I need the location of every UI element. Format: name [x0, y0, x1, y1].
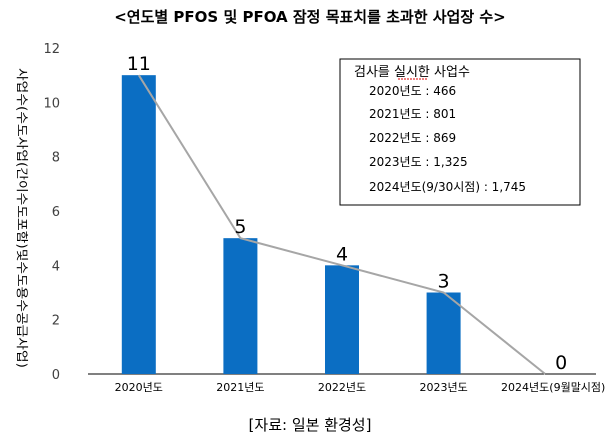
x-tick-label: 2023년도 — [419, 381, 467, 394]
x-tick-label: 2024년도(9월말시점) — [501, 381, 605, 394]
data-label: 11 — [127, 53, 151, 75]
legend-row-2024: 2024년도(9/30시점) : 1,745 — [369, 180, 526, 194]
y-tick-label: 12 — [43, 42, 60, 57]
legend-row-2022: 2022년도 : 869 — [369, 131, 456, 145]
bar — [223, 238, 258, 374]
bar — [426, 292, 461, 374]
chart-title: <연도별 PFOS 및 PFOA 잠정 목표치를 초과한 사업장 수> — [114, 8, 506, 26]
y-tick-label: 4 — [52, 259, 60, 274]
data-label: 0 — [555, 352, 567, 374]
y-tick-label: 0 — [52, 368, 60, 383]
data-label: 5 — [234, 216, 246, 238]
data-label: 4 — [336, 243, 348, 265]
x-tick-label: 2020년도 — [115, 381, 163, 394]
bars — [121, 75, 461, 375]
legend-row-2023: 2023년도 : 1,325 — [369, 155, 468, 169]
legend-box: 검사를 실시한 사업수 2020년도 : 466 2021년도 : 801 20… — [339, 58, 581, 206]
data-label: 3 — [438, 271, 450, 293]
y-tick-label: 6 — [52, 205, 60, 220]
y-tick-label: 8 — [52, 151, 60, 166]
legend-row-2021: 2021년도 : 801 — [369, 107, 456, 121]
bar — [121, 75, 156, 375]
trend-line — [137, 74, 546, 375]
bar — [325, 265, 359, 374]
legend-frame — [339, 58, 581, 206]
y-tick-label: 2 — [52, 314, 60, 329]
x-tick-label: 2021년도 — [216, 381, 264, 394]
y-axis-label: 사업수(수도사업(간이수도포함)및수도용수공급사업) — [15, 68, 29, 368]
x-tick-label: 2022년도 — [318, 381, 366, 394]
legend-row-2020: 2020년도 : 466 — [369, 84, 456, 98]
data-labels: 11 5 4 3 0 — [127, 53, 568, 374]
source-note: [자료: 일본 환경성] — [249, 416, 372, 434]
legend-title: 검사를 실시한 사업수 — [354, 65, 470, 80]
x-axis-ticks: 2020년도 2021년도 2022년도 2023년도 2024년도(9월말시점) — [115, 381, 606, 394]
y-axis-ticks: 0 2 4 6 8 10 12 — [43, 42, 60, 383]
y-tick-label: 10 — [43, 96, 60, 111]
